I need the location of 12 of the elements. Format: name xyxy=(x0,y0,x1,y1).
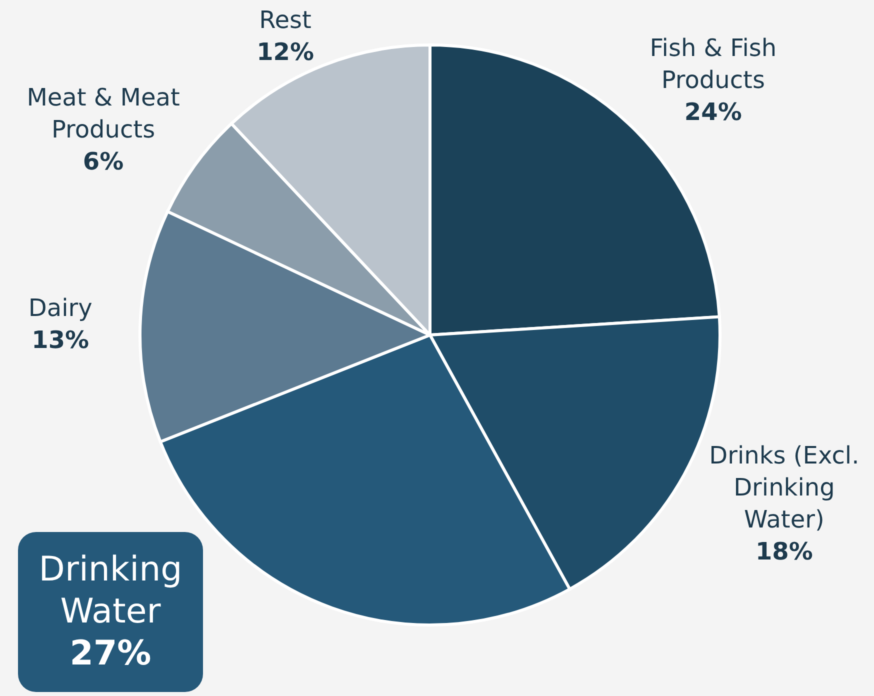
slice-label: Fish & Fish Products xyxy=(650,34,777,94)
slice-label: Rest xyxy=(259,6,312,34)
data-label: 24% xyxy=(684,98,742,126)
data-label: 6% xyxy=(82,147,124,176)
data-label: 13% xyxy=(32,326,90,354)
slice-label: Dairy xyxy=(28,294,92,322)
slice-label: Meat & Meat Products xyxy=(26,83,180,144)
data-label: 12% xyxy=(256,38,314,66)
data-label: 27% xyxy=(70,634,152,674)
slice-label: Drinks (Excl. Drinking Water) xyxy=(709,442,860,534)
slice-label: Drinking Water xyxy=(38,550,182,632)
data-label: 18% xyxy=(755,538,813,566)
